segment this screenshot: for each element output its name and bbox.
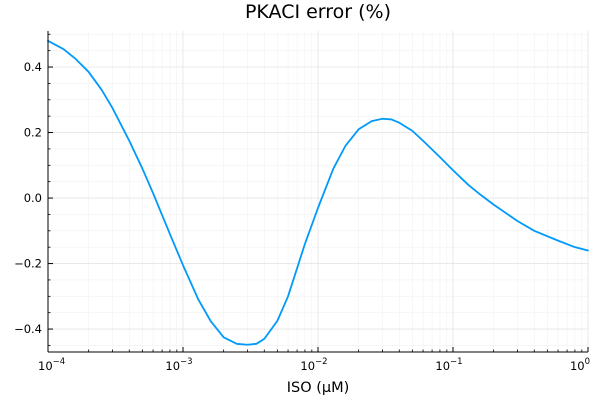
x-axis-label: ISO (μM) <box>287 380 350 396</box>
grid <box>47 31 589 352</box>
x-tick-label: 100 <box>570 357 590 373</box>
x-tick-base: 10 <box>300 359 315 373</box>
series-line <box>47 39 589 346</box>
x-tick-label: 10−3 <box>165 357 192 373</box>
x-tick-exponent: 0 <box>585 357 590 367</box>
y-tick-label: 0.2 <box>24 126 42 140</box>
y-tick-label: 0.0 <box>24 191 42 205</box>
x-tick-exponent: −1 <box>450 357 463 367</box>
chart-title: PKACI error (%) <box>245 1 391 23</box>
series-layer <box>47 39 589 346</box>
x-tick-base: 10 <box>570 359 585 373</box>
axes <box>47 31 589 353</box>
x-tick-base: 10 <box>165 359 180 373</box>
x-tick-exponent: −4 <box>53 357 66 367</box>
x-tick-exponent: −3 <box>180 357 193 367</box>
x-tick-label: 10−1 <box>435 357 462 373</box>
x-tick-base: 10 <box>435 359 450 373</box>
y-tick-label: −0.2 <box>14 257 42 271</box>
x-tick-label: 10−4 <box>38 357 65 373</box>
y-tick-label: 0.4 <box>24 60 42 74</box>
x-tick-label: 10−2 <box>300 357 327 373</box>
x-tick-base: 10 <box>38 359 53 373</box>
x-tick-exponent: −2 <box>315 357 328 367</box>
y-tick-label: −0.4 <box>14 322 42 336</box>
